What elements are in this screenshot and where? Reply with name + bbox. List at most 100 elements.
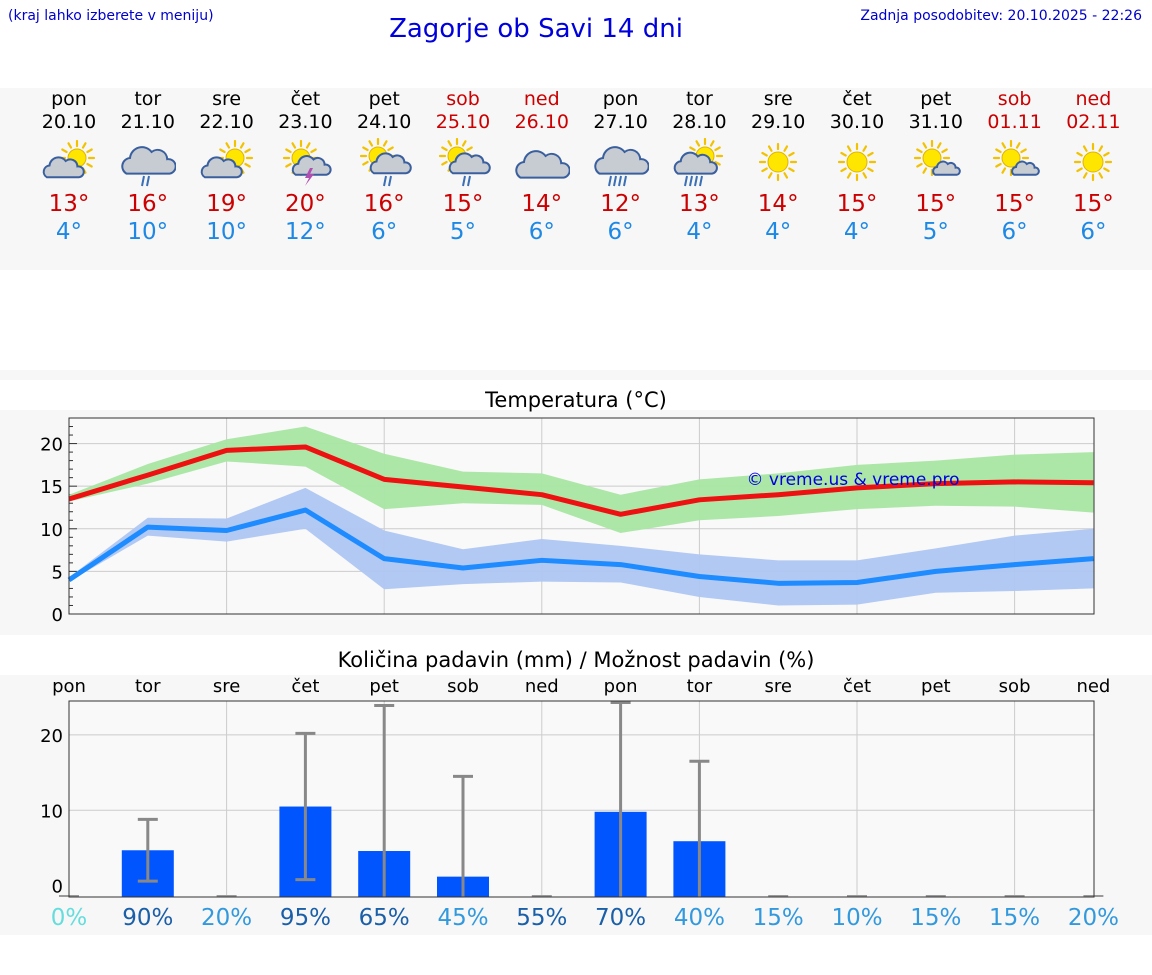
- x-category-label: tor: [687, 676, 713, 697]
- min-temperature: 6°: [1080, 219, 1107, 245]
- precip-probability: 40%: [673, 905, 725, 931]
- y-tick-label: 10: [40, 801, 63, 822]
- plot-area: [69, 701, 1094, 897]
- sun-cloud-heavy-rain-icon: [674, 138, 724, 187]
- day-name: sob: [446, 88, 480, 110]
- day-date: 23.10: [278, 111, 333, 133]
- day-name: sre: [763, 88, 793, 110]
- day-name: pon: [602, 88, 639, 110]
- min-temperature: 5°: [449, 219, 477, 245]
- day-forecast: sob 25.10 15° 5°: [423, 88, 503, 246]
- day-name: sob: [997, 88, 1032, 110]
- max-temperature: 14°: [521, 191, 563, 217]
- page-title: Zagorje ob Savi 14 dni: [389, 14, 683, 44]
- sun-small-cloud-icon: [992, 139, 1040, 177]
- day-name: tor: [685, 88, 713, 110]
- x-category-label: čet: [843, 676, 871, 697]
- x-category-label: sob: [447, 676, 479, 697]
- y-tick-label: 10: [40, 520, 63, 541]
- x-category-label: pon: [604, 676, 638, 697]
- precip-probability: 15%: [910, 905, 962, 931]
- min-temperature: 6°: [528, 219, 555, 245]
- min-temperature: 4°: [843, 219, 871, 245]
- y-tick-label: 5: [52, 562, 63, 583]
- precip-chart-title: Količina padavin (mm) / Možnost padavin …: [337, 648, 815, 672]
- day-date: 02.11: [1066, 111, 1121, 133]
- precip-probability: 10%: [831, 905, 883, 931]
- day-forecast: sob 01.11 15° 6°: [975, 88, 1055, 246]
- day-forecast: čet 30.10 15° 4°: [817, 88, 897, 246]
- y-tick-label: 0: [52, 877, 63, 898]
- rain-cloud-icon: [121, 146, 176, 187]
- sun-icon: [1074, 142, 1113, 182]
- sun-icon: [837, 142, 877, 182]
- max-temperature: 13°: [48, 191, 90, 217]
- max-temperature: 15°: [442, 191, 484, 217]
- day-forecast: čet 23.10 20° 12°: [265, 88, 345, 246]
- precip-probability: 70%: [595, 905, 647, 931]
- min-temperature: 10°: [127, 219, 169, 245]
- precip-probability: 20%: [201, 905, 253, 931]
- day-name: pon: [51, 88, 87, 110]
- plot-frame: [68, 700, 1095, 898]
- max-temperature: 15°: [836, 191, 878, 217]
- x-category-label: tor: [135, 676, 161, 697]
- heavy-rain-cloud-icon: [593, 146, 649, 187]
- precip-probability: 95%: [279, 905, 331, 931]
- partly-cloudy-icon: [200, 139, 253, 179]
- day-forecast: pet 24.10 16° 6°: [344, 88, 424, 246]
- max-temperature: 15°: [915, 191, 957, 217]
- day-forecast: pet 31.10 15° 5°: [896, 88, 976, 246]
- temperature-chart-title: Temperatura (°C): [485, 388, 667, 412]
- x-category-label: sre: [213, 676, 240, 697]
- max-temperature-line: [68, 444, 1094, 517]
- day-date: 25.10: [435, 111, 491, 133]
- min-temperature: 5°: [922, 219, 949, 245]
- day-date: 22.10: [199, 111, 254, 133]
- last-updated: Zadnja posodobitev: 20.10.2025 - 22:26: [860, 8, 1142, 24]
- day-date: 31.10: [908, 111, 963, 133]
- min-temperature-line: [67, 507, 1094, 586]
- location-hint: (kraj lahko izberete v meniju): [8, 8, 214, 24]
- precip-probability: 20%: [1067, 905, 1119, 931]
- thunderstorm-sun-icon: [283, 139, 332, 186]
- min-temperature: 4°: [686, 219, 713, 245]
- day-name: sre: [212, 88, 242, 110]
- x-category-label: sob: [999, 676, 1031, 697]
- max-temperature: 14°: [757, 191, 799, 217]
- day-date: 26.10: [514, 111, 569, 133]
- day-date: 28.10: [672, 111, 727, 133]
- max-temperature: 13°: [679, 191, 720, 217]
- min-temperature: 4°: [55, 219, 83, 245]
- day-forecast: pon 27.10 12° 6°: [581, 88, 661, 246]
- precip-probability: 15%: [752, 905, 804, 931]
- x-category-label: ned: [1076, 676, 1110, 697]
- day-date: 24.10: [356, 111, 412, 133]
- daily-forecast: pon 20.10 13° 4° tor 21.10 16° 10° sre 22.10 19° 10…: [0, 88, 1152, 270]
- range-band: [69, 487, 1094, 606]
- sun-small-cloud-icon: [913, 139, 961, 177]
- max-temperature: 20°: [285, 191, 326, 217]
- plot-frame: [68, 417, 1095, 615]
- cloudy-icon: [515, 150, 570, 179]
- day-name: ned: [1075, 88, 1112, 110]
- x-category-label: pet: [369, 676, 399, 697]
- day-name: pet: [368, 88, 400, 110]
- min-temperature: 10°: [206, 219, 247, 245]
- precip-probability: 55%: [516, 905, 568, 931]
- day-date: 01.11: [987, 111, 1042, 133]
- day-forecast: pon 20.10 13° 4°: [29, 88, 109, 246]
- temperature-chart: 0 5 10 15 20 © vreme.us & vreme.pro: [40, 417, 1095, 626]
- max-temperature: 16°: [127, 191, 169, 217]
- day-forecast: sre 29.10 14° 4°: [738, 88, 818, 246]
- watermark: © vreme.us & vreme.pro: [746, 470, 959, 490]
- day-date: 21.10: [120, 111, 175, 133]
- max-temperature: 12°: [600, 191, 641, 217]
- precip-probability: 0%: [50, 905, 88, 931]
- y-tick-label: 20: [40, 435, 63, 456]
- day-name: pet: [920, 88, 952, 110]
- day-date: 30.10: [829, 111, 885, 133]
- min-temperature: 6°: [607, 219, 634, 245]
- day-name: čet: [290, 88, 321, 110]
- max-temperature: 15°: [1073, 191, 1114, 217]
